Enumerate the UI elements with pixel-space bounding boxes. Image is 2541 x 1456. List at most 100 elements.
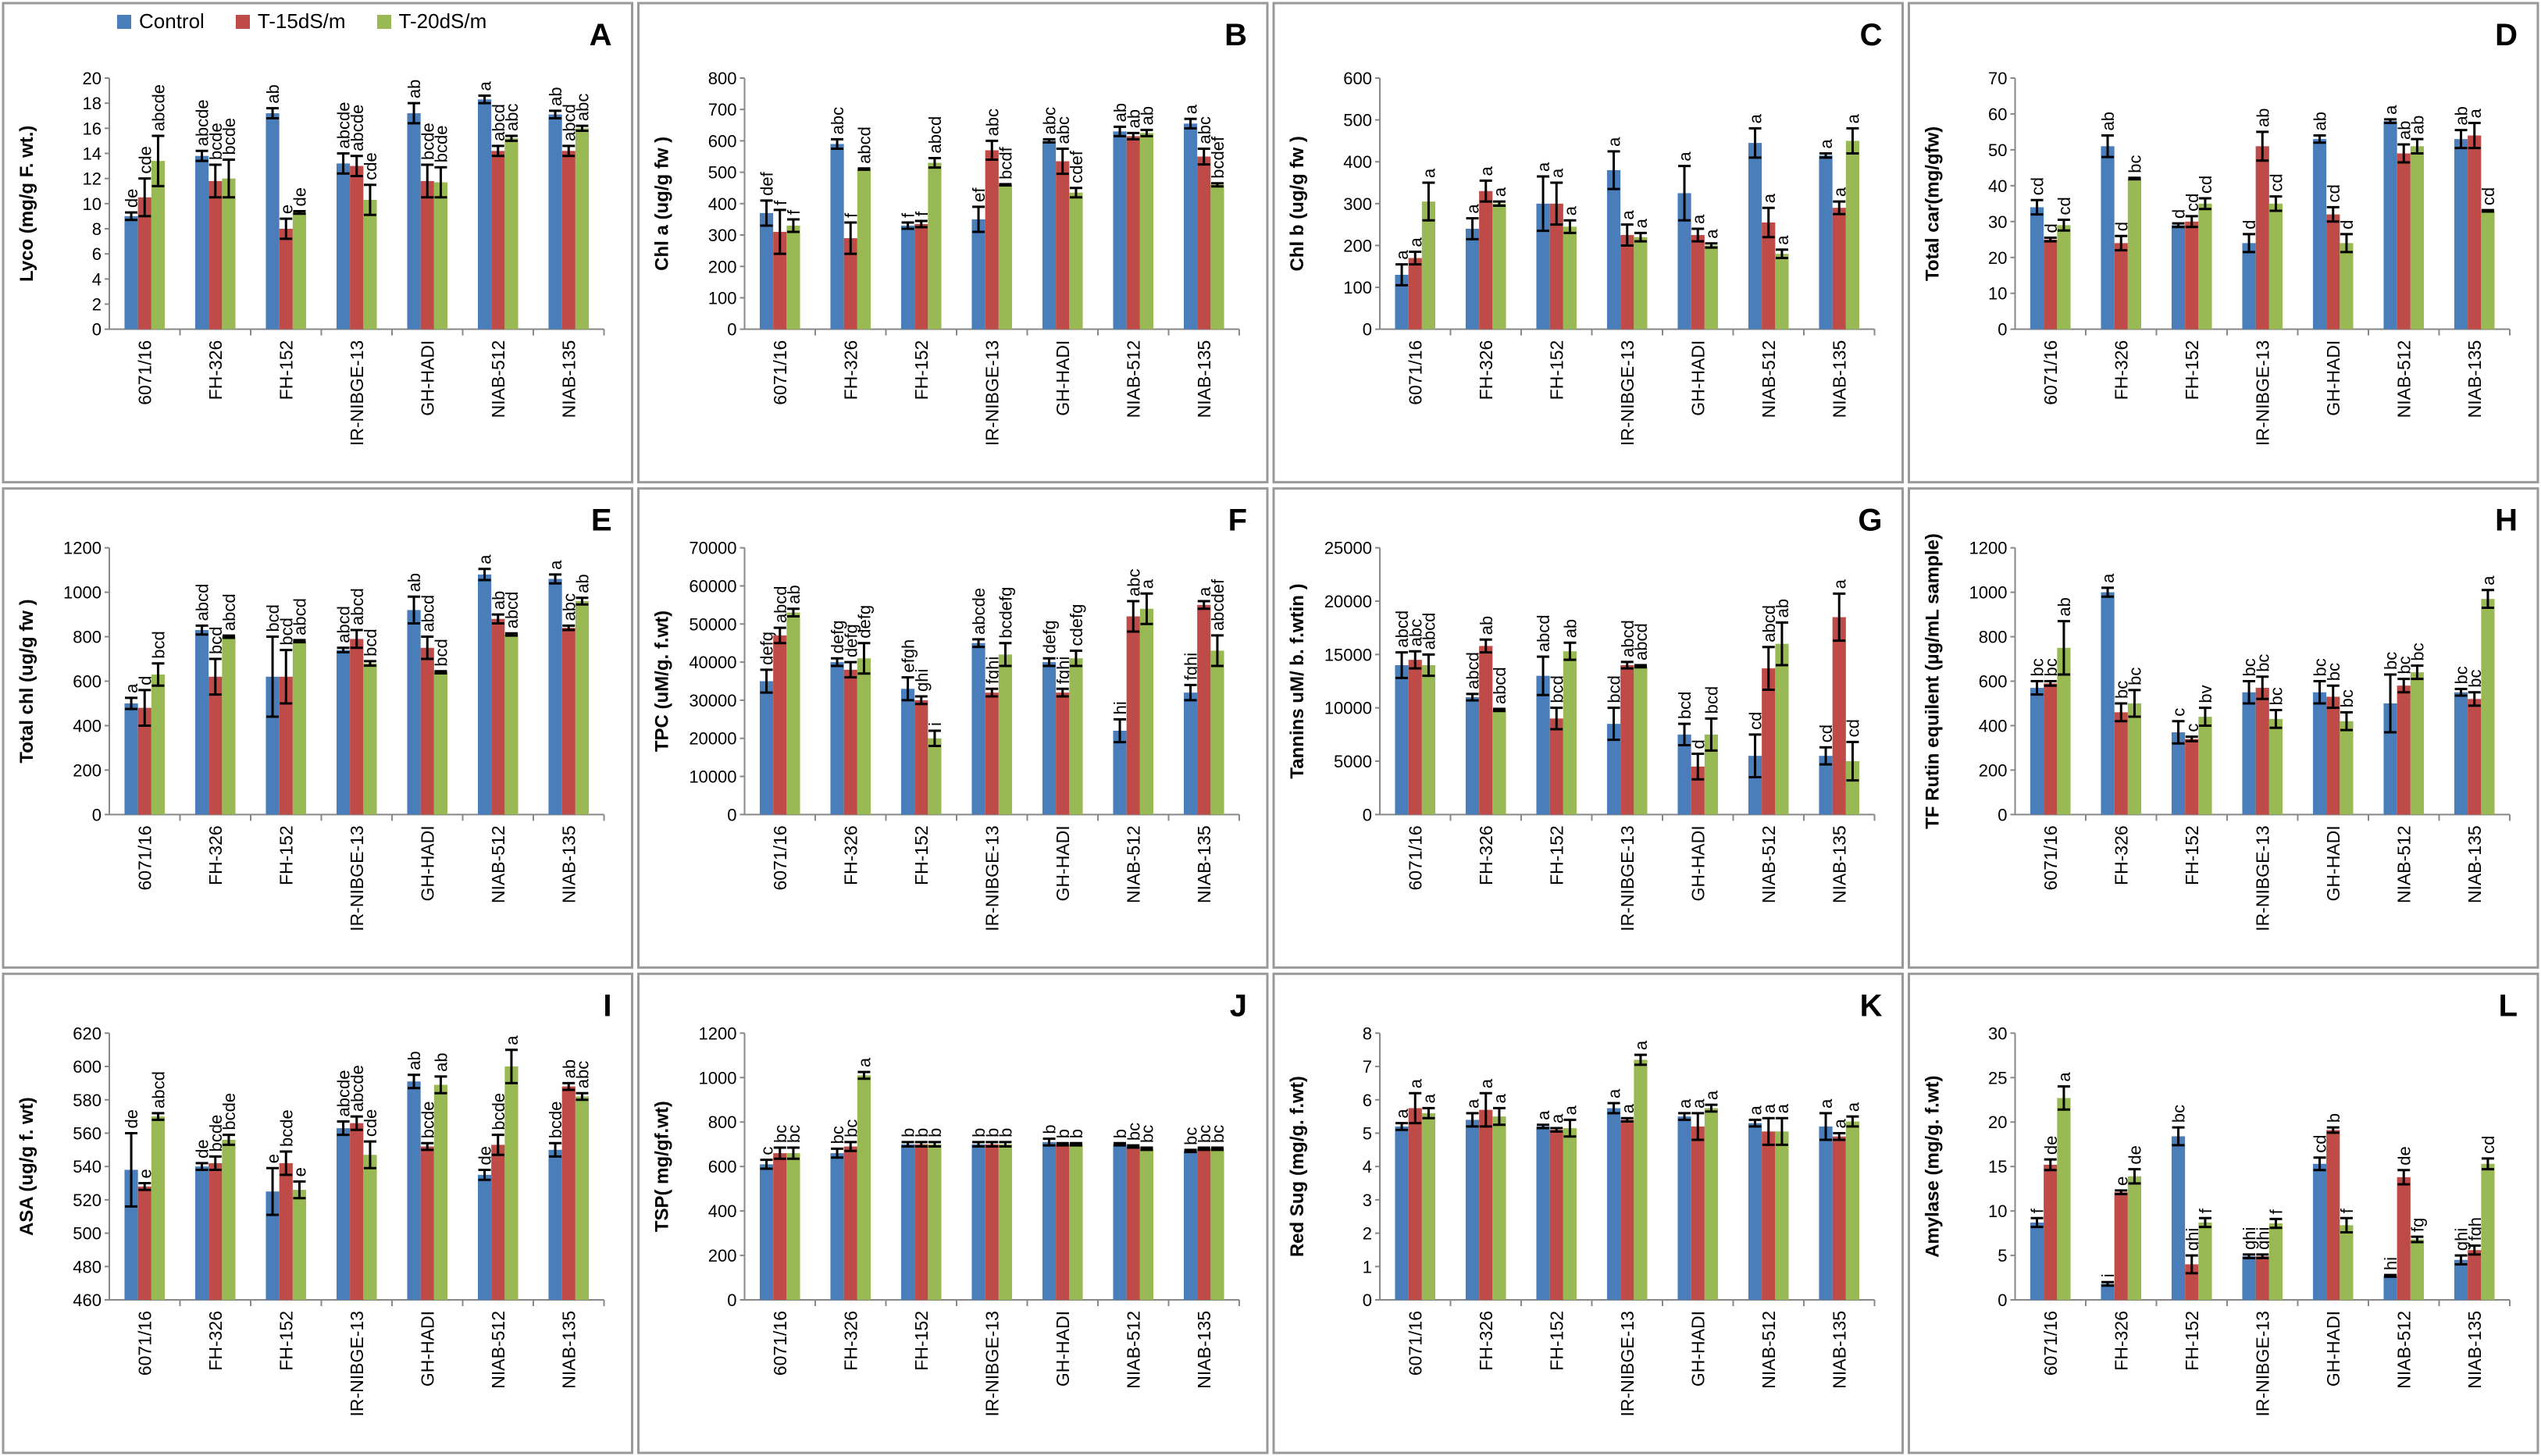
- bar: [575, 601, 590, 815]
- bar: [350, 639, 364, 815]
- significance-label: a: [1406, 1078, 1425, 1088]
- x-tick-label: 6071/16: [134, 1311, 155, 1376]
- bar: [124, 1169, 138, 1301]
- bar: [363, 200, 377, 329]
- bar: [773, 1153, 787, 1301]
- bar: [2198, 203, 2212, 329]
- significance-label: abcde: [347, 1065, 367, 1112]
- y-tick-label: 200: [1979, 760, 2008, 780]
- bar: [1748, 143, 1762, 329]
- significance-label: bc: [2028, 658, 2047, 676]
- y-tick-label: 10: [1988, 284, 2007, 304]
- x-tick-label: NIAB-135: [2464, 825, 2485, 903]
- y-axis-label: Amylase (mg/g. f.wt): [1923, 1075, 1944, 1257]
- bar: [137, 197, 151, 329]
- y-axis-label: Tannins uM/ b. f.wtin ): [1287, 583, 1308, 778]
- y-tick-label: 25000: [1324, 539, 1372, 558]
- bar: [292, 212, 307, 329]
- significance-label: b: [912, 1128, 932, 1137]
- bar: [1126, 1146, 1140, 1301]
- panel-border: [1908, 2, 2539, 484]
- x-tick-label: NIAB-512: [488, 825, 508, 903]
- significance-label: bc: [2452, 666, 2472, 684]
- significance-label: bv: [2196, 685, 2215, 703]
- bar: [2044, 683, 2058, 815]
- panel-e: E Total chl (ug/g fw ) 0 200 400 600 800 1000 12…: [2, 487, 633, 969]
- panel-border: [2, 2, 633, 484]
- significance-label: a: [1675, 1098, 1695, 1109]
- bar: [137, 707, 151, 815]
- bar: [1691, 235, 1705, 329]
- bar: [336, 163, 351, 329]
- significance-label: ab: [1773, 599, 1792, 618]
- bar: [420, 647, 434, 815]
- significance-label: abcdef: [1208, 578, 1228, 631]
- significance-label: ab: [489, 591, 508, 610]
- bar: [2454, 139, 2468, 329]
- y-tick-label: 0: [727, 805, 736, 824]
- x-tick-label: IR-NIBGE-13: [1617, 1311, 1638, 1416]
- bar: [998, 654, 1013, 815]
- significance-label: cd: [2028, 177, 2047, 195]
- bar: [1492, 1116, 1506, 1301]
- significance-label: f: [912, 211, 932, 216]
- significance-label: cd: [2311, 1135, 2330, 1153]
- significance-label: bc: [828, 1126, 847, 1144]
- bar: [2268, 718, 2283, 815]
- significance-label: abcd: [148, 1071, 168, 1109]
- significance-label: b: [925, 1128, 945, 1137]
- bar: [900, 1144, 915, 1301]
- significance-label: abcde: [347, 105, 367, 151]
- significance-label: a: [854, 1057, 874, 1067]
- x-tick-label: NIAB-135: [1829, 825, 1849, 903]
- y-tick-label: 600: [708, 131, 737, 151]
- bar: [575, 1096, 590, 1301]
- significance-label: bc: [1137, 1125, 1156, 1143]
- bar: [491, 1145, 505, 1301]
- significance-label: bcde: [276, 1109, 296, 1147]
- significance-label: de: [2394, 1146, 2414, 1165]
- bar: [2030, 688, 2044, 815]
- panel-letter: B: [1224, 18, 1247, 52]
- significance-label: ghi: [2452, 1228, 2472, 1251]
- bar: [477, 99, 492, 329]
- y-tick-label: 5: [1998, 1246, 2007, 1266]
- bar: [985, 692, 999, 815]
- bar: [1492, 710, 1506, 815]
- bar: [1845, 141, 1860, 329]
- significance-label: a: [1746, 1105, 1766, 1115]
- significance-label: f: [841, 212, 861, 218]
- legend-swatch-t15: [235, 14, 250, 29]
- y-tick-label: 18: [83, 94, 102, 113]
- y-tick-label: 520: [73, 1191, 102, 1210]
- x-tick-label: FH-152: [1546, 825, 1566, 885]
- bar: [1775, 1131, 1789, 1301]
- x-tick-label: GH-HADI: [417, 340, 437, 416]
- x-tick-label: FH-326: [840, 1311, 861, 1371]
- x-tick-label: IR-NIBGE-13: [1617, 340, 1638, 446]
- bar: [1536, 1126, 1550, 1301]
- y-axis-label: Total car(mg/gfw): [1923, 126, 1944, 281]
- bar: [2255, 146, 2269, 329]
- bar: [1762, 668, 1776, 815]
- significance-label: i: [925, 722, 945, 726]
- bar: [2255, 688, 2269, 815]
- bar: [2312, 692, 2327, 815]
- significance-label: a: [1463, 204, 1483, 214]
- x-tick-label: FH-326: [840, 340, 861, 400]
- bar: [2114, 1192, 2128, 1301]
- significance-label: abcd: [219, 593, 239, 631]
- bar: [1139, 133, 1154, 329]
- significance-label: a: [2098, 573, 2118, 583]
- panel-border: [1272, 2, 1904, 484]
- bar: [1549, 718, 1563, 815]
- significance-label: a: [546, 560, 565, 570]
- significance-label: abcd: [418, 595, 437, 632]
- significance-label: bc: [2407, 643, 2427, 660]
- legend-label-t15: T-15dS/m: [257, 9, 346, 33]
- bar: [2312, 139, 2327, 329]
- y-axis-label: Chl a (ug/g fw ): [652, 137, 673, 271]
- significance-label: cdefg: [1067, 604, 1086, 646]
- bar: [1677, 734, 1691, 815]
- significance-label: abcd: [193, 584, 212, 621]
